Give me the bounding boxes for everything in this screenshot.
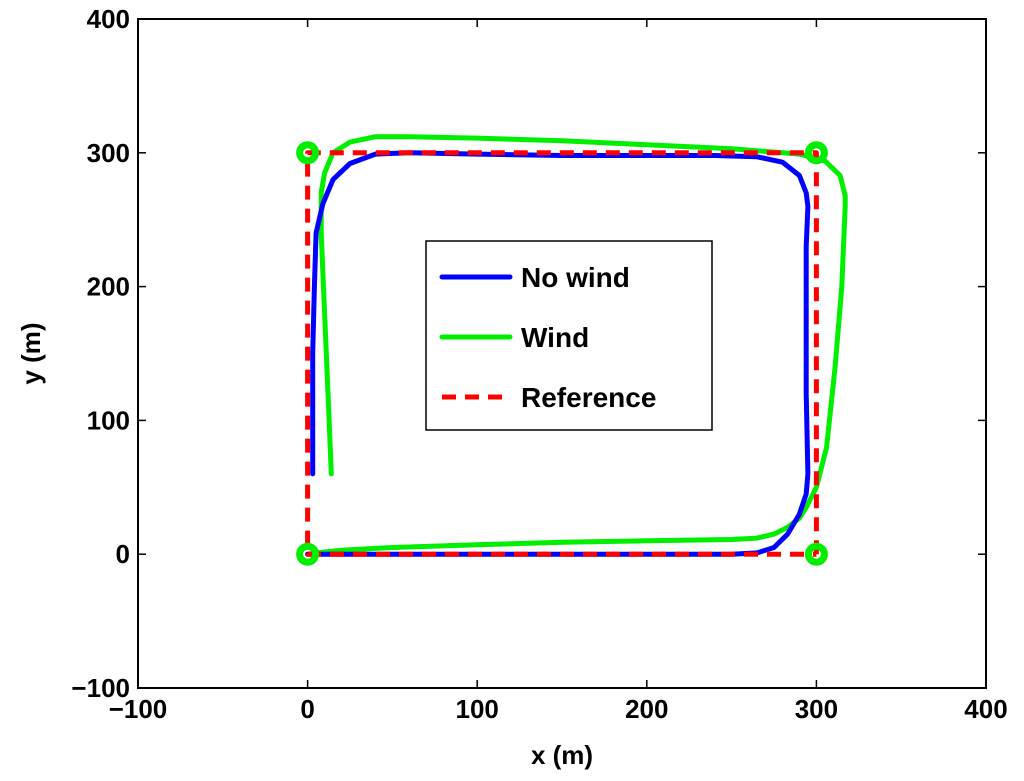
legend: No wind Wind Reference <box>425 240 713 431</box>
y-tick-label: 400 <box>87 4 130 34</box>
x-tick-label: 400 <box>964 694 1007 724</box>
legend-label: Wind <box>521 322 589 353</box>
y-tick-label: −100 <box>71 673 130 703</box>
x-tick-label: −100 <box>109 694 168 724</box>
x-axis-label: x (m) <box>531 740 593 770</box>
x-tick-label: 100 <box>456 694 499 724</box>
x-tick-label: 0 <box>300 694 314 724</box>
waypoint-marker <box>804 141 828 165</box>
y-tick-label: 200 <box>87 272 130 302</box>
y-axis-label: y (m) <box>16 322 46 384</box>
waypoint-marker <box>296 141 320 165</box>
plot-area <box>296 134 848 566</box>
legend-label: Reference <box>521 382 656 413</box>
y-tick-label: 300 <box>87 138 130 168</box>
axes-frame <box>137 18 987 689</box>
x-tick-label: 200 <box>625 694 668 724</box>
waypoint-marker <box>804 542 828 566</box>
series-line-wind <box>305 134 848 557</box>
y-tick-label: 0 <box>116 539 130 569</box>
axis-ticks: −100 0 100 200 300 400 −100 0 100 200 300 400 <box>71 4 1007 724</box>
series-line-reference <box>305 150 819 557</box>
y-tick-label: 100 <box>87 405 130 435</box>
legend-label: No wind <box>521 262 630 293</box>
x-tick-label: 300 <box>795 694 838 724</box>
waypoint-marker <box>296 542 320 566</box>
